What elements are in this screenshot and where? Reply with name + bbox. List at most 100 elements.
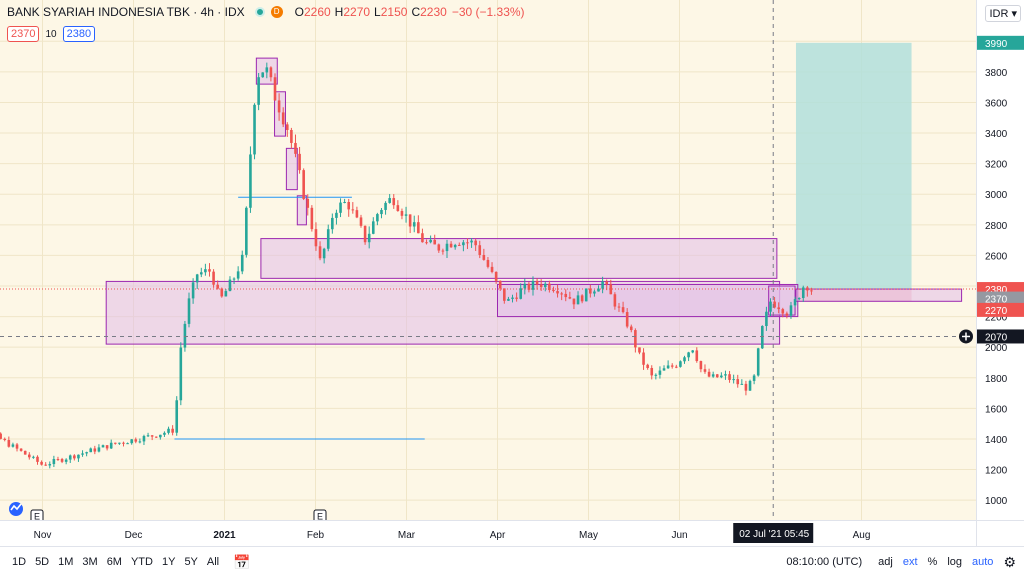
candle-body [494,271,498,281]
candle-body [114,442,117,444]
earnings-marker-box [313,509,327,520]
candle-body [658,370,662,375]
candle-body [257,77,260,105]
crosshair-date-text: 02 Jul '21 [739,529,782,540]
candle-body [40,461,43,465]
calendar-range-icon[interactable]: 📅 [233,553,251,570]
candle-body [769,301,772,312]
candle-body [560,293,563,295]
candle-body [720,375,723,378]
candle-body [253,104,256,155]
candle-body [11,444,15,447]
candle-body [572,298,576,305]
candle-body [335,212,338,218]
candle-body [167,428,170,433]
candle-body [417,222,420,234]
candle-body [15,444,19,449]
open-value: 2260 [303,5,331,19]
candle-body [322,248,326,259]
candle-body [666,365,670,369]
candle-body [728,374,731,380]
candle-body [118,442,121,444]
candle-body [445,243,449,252]
candle-body [519,288,523,299]
candle-body [654,374,658,376]
price-tick-label: 2600 [985,251,1008,262]
range-button-all[interactable]: All [206,556,220,568]
candle-body [130,439,133,444]
time-tick-label: Mar [398,530,416,541]
time-axis[interactable]: Nov Dec 2021 Feb Mar Apr May Jun Aug 02 Jul '21 05… [0,520,976,547]
candle-body [765,311,768,327]
candle-body [359,217,363,226]
symbol-title[interactable]: BANK SYARIAH INDONESIA TBK · 4h · IDX [7,5,245,19]
currency-selector[interactable]: IDR ▾ [985,5,1021,22]
auto-toggle[interactable]: auto [972,556,994,568]
bid-price-tag-bg [977,291,1024,306]
candle-body [810,290,813,292]
candle-body [81,453,84,455]
clock-label[interactable]: 08:10:00 (UTC) [786,556,863,568]
range-button-1y[interactable]: 1Y [161,556,176,568]
chevron-down-icon: ▾ [1011,8,1017,20]
time-tick-label: Jun [671,530,687,541]
ext-toggle[interactable]: ext [902,556,918,568]
adj-toggle[interactable]: adj [878,556,893,568]
candle-body [224,291,228,297]
low-price-tag: 2270 [977,302,1024,317]
time-tick-label: Dec [125,530,143,541]
range-button-3m[interactable]: 3M [82,556,98,568]
candle-body [273,77,277,101]
candle-body [163,432,166,435]
candle-body [351,209,355,211]
symbol-legend: BANK SYARIAH INDONESIA TBK · 4h · IDX D … [7,5,525,19]
candle-body [310,207,314,230]
candle-body [601,281,604,289]
candle-body [371,221,375,234]
time-tick-label: Nov [34,530,52,541]
earnings-marker-icon: E [30,509,44,520]
candle-body [7,440,11,447]
candle-body [228,279,232,292]
candle-body [634,330,637,348]
candle-body [552,290,555,292]
crosshair-plus-icon[interactable] [959,329,973,344]
price-axis[interactable]: 1000120014001600180020002200240026002800… [976,0,1024,520]
percent-toggle[interactable]: % [927,556,938,568]
settings-gear-icon[interactable]: ⚙ [1003,553,1016,570]
candle-body [73,455,76,459]
candle-body [32,456,35,458]
time-axis-svg: Nov Dec 2021 Feb Mar Apr May Jun Aug 02 Jul '21 05… [34,523,870,543]
target-price-tag: 3990 [977,35,1024,50]
high-label: H [334,5,344,19]
range-button-1d[interactable]: 1D [12,556,27,568]
candle-body [285,124,289,131]
candle-body [756,348,760,376]
candle-body [281,112,285,125]
candle-body [396,205,400,211]
range-button-5d[interactable]: 5D [35,556,50,568]
candle-body [23,450,27,455]
candle-body [650,367,654,376]
range-button-1m[interactable]: 1M [58,556,74,568]
candle-body [683,357,686,362]
bid-price-tag: 2370 [977,291,1024,306]
candle-body [543,283,547,288]
candle-body [625,312,629,327]
range-button-5y[interactable]: 5Y [184,556,198,568]
bottom-toolbar: 1D 5D 1M 3M 6M YTD 1Y 5Y All 📅 08:10:00 (UTC) ad… [0,546,1024,577]
price-tick-label: 2800 [985,221,1008,232]
candle-body [277,100,281,113]
log-toggle[interactable]: log [947,556,963,568]
candle-body [539,284,543,288]
range-button-6m[interactable]: 6M [106,556,122,568]
candle-body [412,222,416,227]
range-button-ytd[interactable]: YTD [130,556,153,568]
candle-body [261,72,265,78]
sell-price-button[interactable]: 2370 [7,26,40,42]
candle-body [646,364,649,368]
buy-price-button[interactable]: 2380 [62,26,96,42]
